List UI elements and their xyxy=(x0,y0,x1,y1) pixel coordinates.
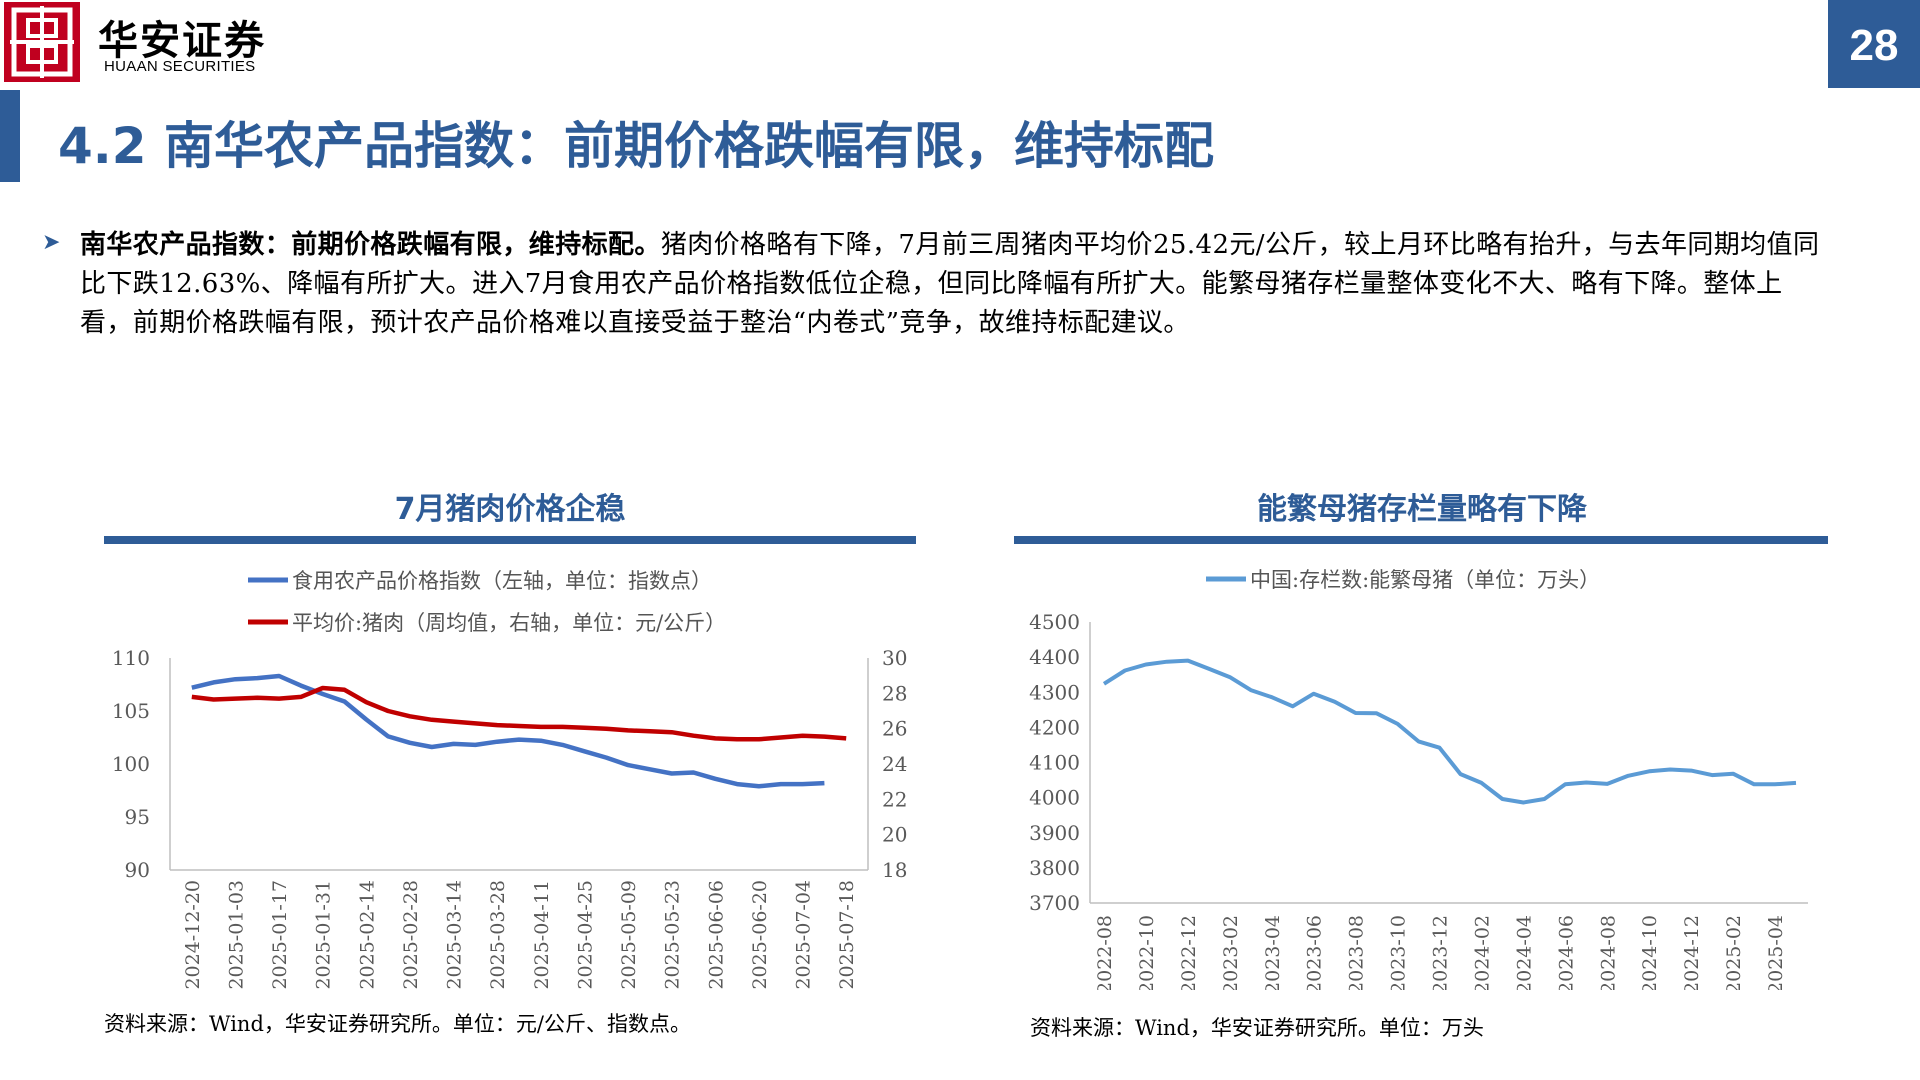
x-tick-label: 2025-02-28 xyxy=(400,880,422,990)
y-left-tick-label: 100 xyxy=(112,752,150,776)
x-tick-label: 2025-06-06 xyxy=(705,880,727,990)
x-tick-label: 2025-07-04 xyxy=(793,880,815,990)
y-tick-label: 4200 xyxy=(1029,715,1080,739)
y-left-tick-label: 110 xyxy=(112,646,150,670)
bullet-arrow-icon: ➤ xyxy=(42,230,61,255)
x-tick-label: 2025-05-09 xyxy=(618,880,640,990)
legend-label-0: 中国:存栏数:能繁母猪（单位：万头） xyxy=(1250,568,1600,592)
y-tick-label: 4100 xyxy=(1029,751,1080,775)
x-tick-label: 2024-02 xyxy=(1471,915,1493,990)
x-tick-label: 2025-04-11 xyxy=(531,880,553,990)
x-tick-label: 2024-04 xyxy=(1513,915,1535,990)
y-right-tick-label: 26 xyxy=(882,717,907,741)
y-tick-label: 4400 xyxy=(1029,645,1080,669)
title-accent-bar xyxy=(0,90,20,182)
x-tick-label: 2022-08 xyxy=(1094,915,1116,990)
x-tick-label: 2023-04 xyxy=(1262,915,1284,990)
bullet-body: 猪肉价格略有下降，7月前三周猪肉平均价25.42元/公斤，较上月环比略有抬升，与… xyxy=(80,230,1820,338)
chart1-title: 7月猪肉价格企稳 xyxy=(394,492,626,527)
chart1-source: 资料来源：Wind，华安证券研究所。单位：元/公斤、指数点。 xyxy=(104,1012,691,1036)
x-tick-label: 2023-08 xyxy=(1346,915,1368,990)
x-tick-label: 2025-04 xyxy=(1765,915,1787,990)
x-tick-label: 2025-07-18 xyxy=(836,880,858,990)
x-tick-label: 2025-02 xyxy=(1723,915,1745,990)
x-tick-label: 2025-01-03 xyxy=(225,880,247,990)
logo-english-name: HUAAN SECURITIES xyxy=(104,58,256,75)
x-tick-label: 2024-12-20 xyxy=(182,880,204,990)
chart1-pork-price-index: 食用农产品价格指数（左轴，单位：指数点） 平均价:猪肉（周均值，右轴，单位：元/公… xyxy=(112,569,908,990)
x-tick-label: 2025-02-14 xyxy=(356,880,378,990)
x-tick-label: 2025-04-25 xyxy=(574,880,596,990)
x-tick-label: 2023-10 xyxy=(1388,915,1410,990)
x-tick-label: 2023-06 xyxy=(1304,915,1326,990)
chart2-source: 资料来源：Wind，华安证券研究所。单位：万头 xyxy=(1030,1016,1484,1040)
y-tick-label: 3900 xyxy=(1029,821,1080,845)
x-tick-label: 2025-01-31 xyxy=(313,880,335,990)
chart2-title-rule xyxy=(1014,536,1828,544)
legend-label-1: 平均价:猪肉（周均值，右轴，单位：元/公斤） xyxy=(292,611,726,635)
y-right-tick-label: 20 xyxy=(882,823,907,847)
logo-emblem xyxy=(4,2,80,82)
y-tick-label: 3700 xyxy=(1029,891,1080,915)
x-tick-label: 2025-01-17 xyxy=(269,880,291,990)
chart2-sow-inventory: 中国:存栏数:能繁母猪（单位：万头） 4500 4400 4300 4200 4100 40… xyxy=(1029,568,1808,990)
y-right-tick-label: 24 xyxy=(882,752,907,776)
x-tick-label: 2023-02 xyxy=(1220,915,1242,990)
y-tick-label: 3800 xyxy=(1029,856,1080,880)
slide-title: 4.2 南华农产品指数：前期价格跌幅有限，维持标配 xyxy=(58,117,1214,175)
y-right-tick-label: 30 xyxy=(882,646,907,670)
x-tick-label: 2025-03-28 xyxy=(487,880,509,990)
x-tick-label: 2024-12 xyxy=(1681,915,1703,990)
x-tick-label: 2022-10 xyxy=(1136,915,1158,990)
page-number: 28 xyxy=(1828,0,1920,88)
y-tick-label: 4500 xyxy=(1029,610,1080,634)
y-left-tick-label: 90 xyxy=(125,858,150,882)
chart1-title-rule xyxy=(104,536,916,544)
legend-label-0: 食用农产品价格指数（左轴，单位：指数点） xyxy=(292,569,712,593)
y-right-tick-label: 28 xyxy=(882,681,907,705)
series-line-0 xyxy=(191,673,825,789)
logo-chinese-name: 华安证券 xyxy=(98,18,266,64)
y-tick-label: 4300 xyxy=(1029,680,1080,704)
x-tick-label: 2024-06 xyxy=(1555,915,1577,990)
y-right-tick-label: 18 xyxy=(882,858,907,882)
x-tick-label: 2025-05-23 xyxy=(662,880,684,990)
y-left-tick-label: 105 xyxy=(112,699,150,723)
x-tick-label: 2025-03-14 xyxy=(444,880,466,990)
bullet-lead: 南华农产品指数：前期价格跌幅有限，维持标配。 xyxy=(80,230,661,260)
y-tick-label: 4000 xyxy=(1029,786,1080,810)
bullet-paragraph: 南华农产品指数：前期价格跌幅有限，维持标配。猪肉价格略有下降，7月前三周猪肉平均… xyxy=(80,226,1820,343)
y-left-tick-label: 95 xyxy=(125,805,150,829)
x-tick-label: 2022-12 xyxy=(1178,915,1200,990)
series-line-1 xyxy=(191,685,847,742)
x-tick-label: 2025-06-20 xyxy=(749,880,771,990)
y-right-tick-label: 22 xyxy=(882,787,907,811)
x-tick-label: 2024-10 xyxy=(1639,915,1661,990)
series-line-0 xyxy=(1102,658,1797,805)
x-tick-label: 2023-12 xyxy=(1430,915,1452,990)
chart2-title: 能繁母猪存栏量略有下降 xyxy=(1257,492,1587,527)
x-tick-label: 2024-08 xyxy=(1597,915,1619,990)
logo-emblem-icon xyxy=(10,6,74,78)
